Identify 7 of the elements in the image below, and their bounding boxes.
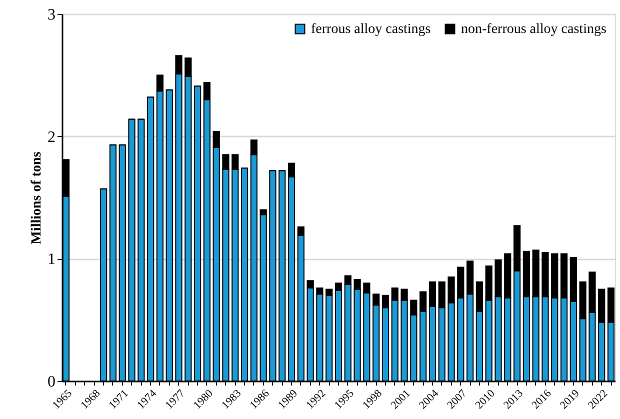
- legend-label: non-ferrous alloy castings: [461, 22, 606, 37]
- y-tick-label: 0: [48, 374, 56, 390]
- legend-label: ferrous alloy castings: [311, 22, 431, 37]
- y-tick-label: 1: [48, 251, 56, 268]
- y-axis-title: Millions of tons: [30, 151, 44, 244]
- y-tick-label: 3: [48, 6, 56, 24]
- y-tick-label: 2: [48, 128, 56, 146]
